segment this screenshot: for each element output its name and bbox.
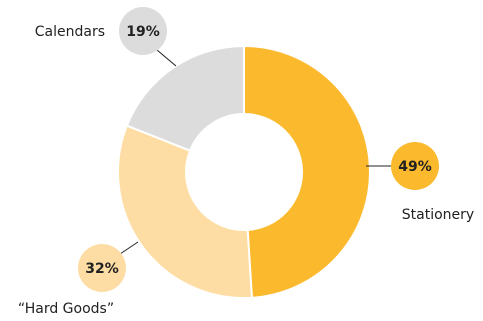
slice-stationery [243,44,371,299]
value-label-stationery: 49% [398,159,432,175]
category-label-calendars: Calendars [35,24,105,40]
slice-hardgoods [117,124,253,299]
value-label-hardgoods: 32% [85,261,119,277]
connector-calendars [156,49,177,67]
value-label-calendars: 19% [126,24,160,40]
category-label-stationery: Stationery [402,207,474,223]
slice-calendars [125,44,245,152]
connector-hardgoods [119,241,139,255]
value-badge-stationery [391,142,439,190]
value-badge-calendars [119,7,167,55]
value-badge-hardgoods [78,244,126,292]
category-label-hardgoods: “Hard Goods” [18,301,114,317]
